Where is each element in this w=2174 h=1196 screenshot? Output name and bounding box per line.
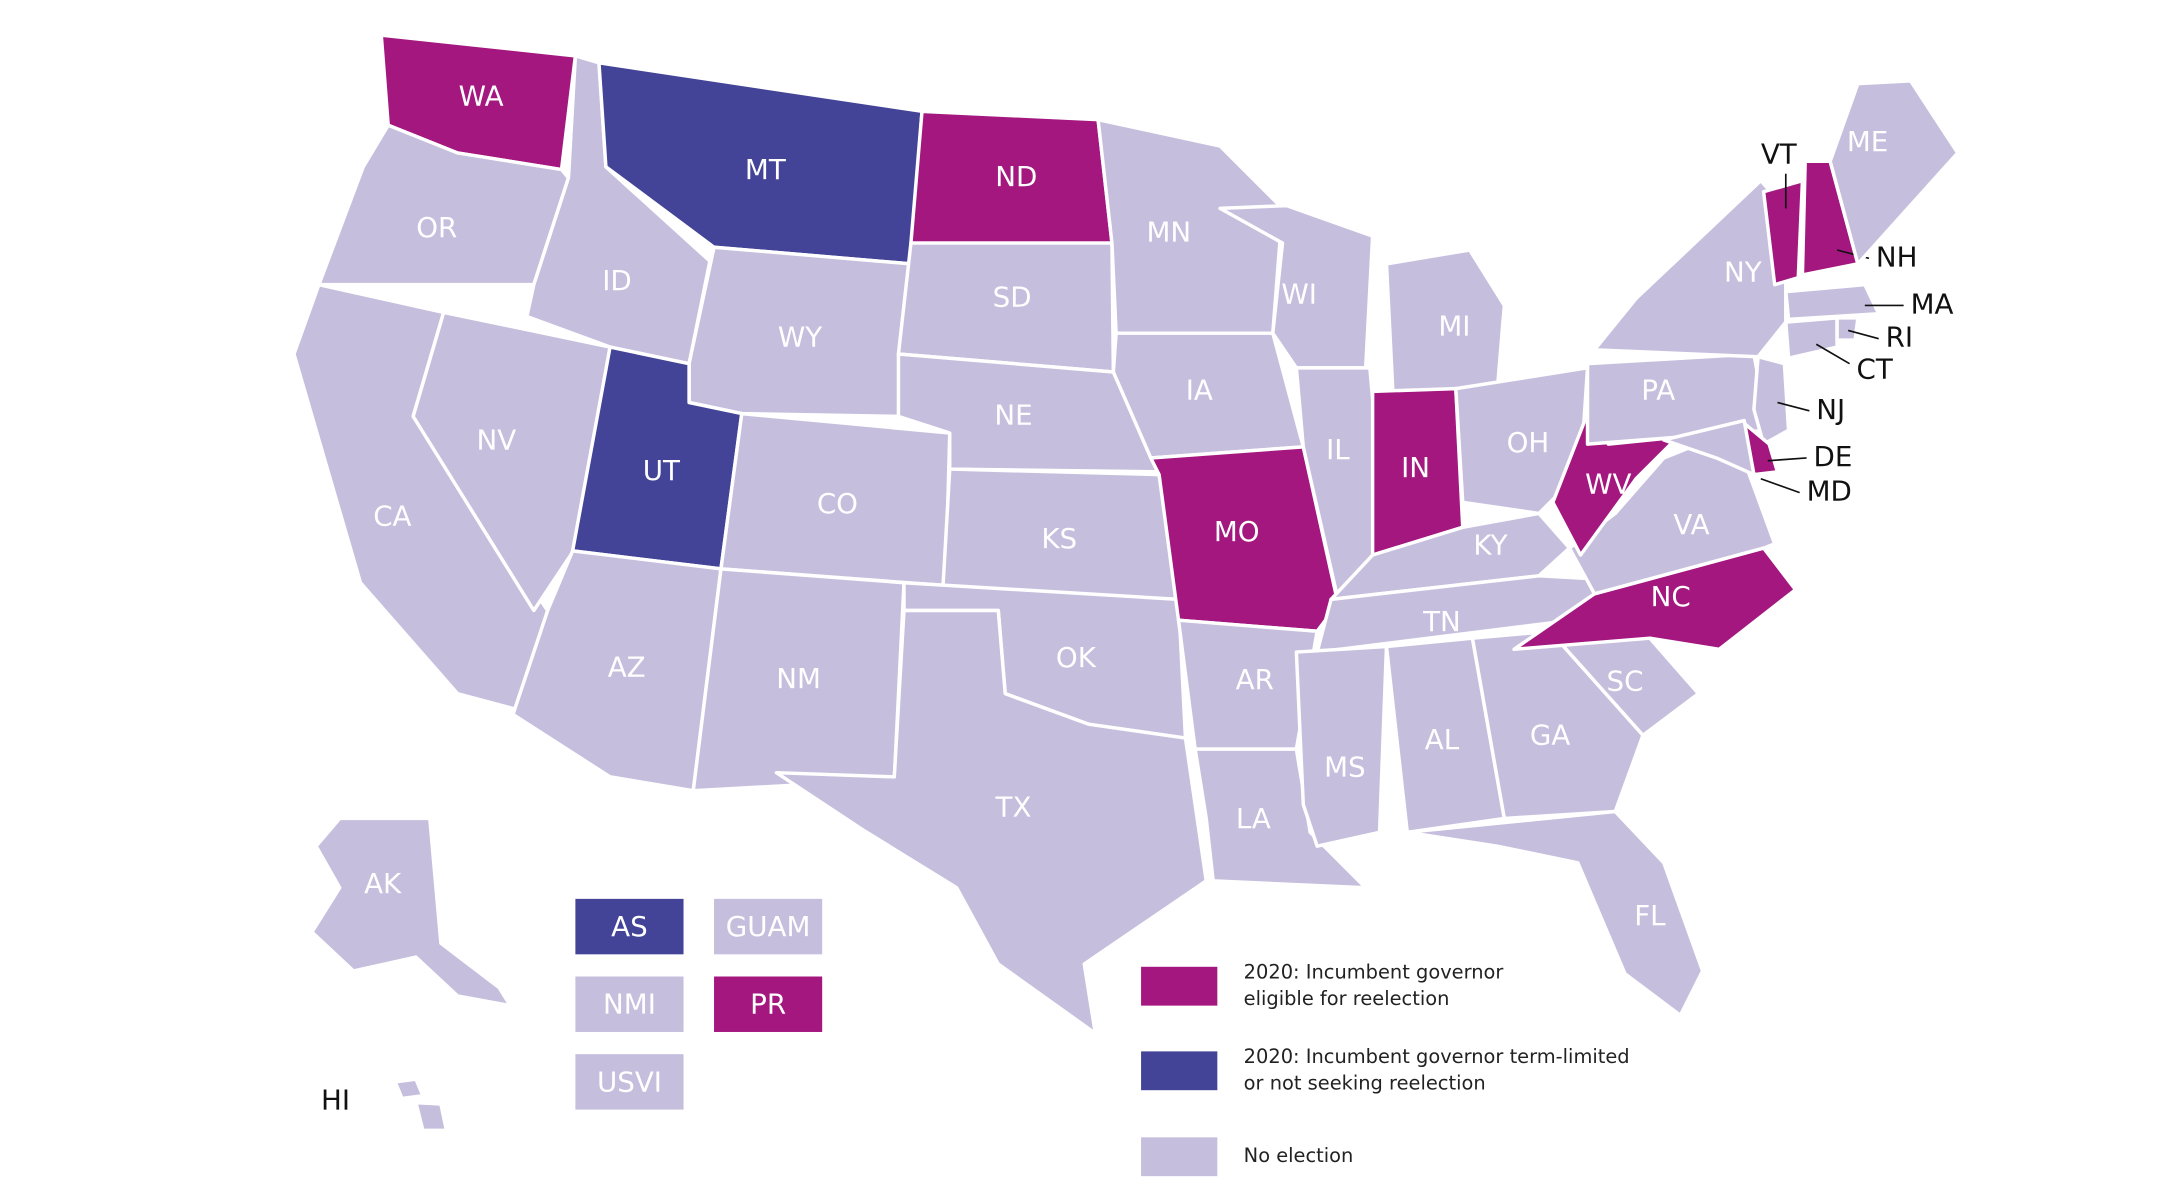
state-label: WV — [1585, 468, 1631, 501]
state-label: GA — [1530, 719, 1570, 752]
state-label: DE — [1814, 440, 1853, 473]
state-label: IN — [1401, 451, 1430, 484]
legend-swatch — [1141, 966, 1218, 1006]
state-label: IL — [1326, 433, 1350, 466]
state-label: MT — [745, 153, 787, 186]
state-label: ID — [602, 264, 632, 297]
state-label: NH — [1876, 240, 1918, 273]
state-shape — [411, 310, 612, 613]
territory-label: PR — [750, 988, 786, 1021]
state-label: NY — [1724, 256, 1762, 289]
state-shape — [774, 608, 1208, 1036]
state-shape — [1405, 809, 1705, 1018]
state-label: MN — [1146, 215, 1191, 248]
state-label: SC — [1606, 665, 1643, 698]
state-label: TX — [995, 791, 1032, 824]
state-label: RI — [1886, 321, 1913, 354]
state-label: WA — [459, 79, 504, 112]
state-label: ND — [995, 160, 1037, 193]
state-label: SD — [993, 281, 1032, 314]
state-label: NC — [1651, 580, 1691, 613]
state-label: ME — [1847, 125, 1888, 158]
legend-text: eligible for reelection — [1244, 987, 1450, 1010]
territory-label: USVI — [597, 1065, 662, 1098]
leader-line — [1760, 477, 1800, 494]
state-shape — [1761, 178, 1805, 287]
state-label: OR — [416, 211, 457, 244]
territory-box — [714, 898, 823, 955]
state-label: WY — [778, 321, 822, 354]
state-shape — [1752, 355, 1791, 446]
state-label: UT — [643, 454, 681, 487]
state-label: HI — [321, 1083, 350, 1116]
state-label: NJ — [1816, 393, 1845, 426]
leader-line — [1815, 343, 1850, 365]
state-label: WI — [1281, 278, 1317, 311]
state-shape — [414, 1100, 449, 1133]
leader-line — [1847, 329, 1879, 340]
state-label: LA — [1236, 802, 1271, 835]
territory-box — [714, 976, 823, 1032]
leader-line — [1767, 457, 1807, 462]
state-label: NV — [477, 423, 517, 456]
state-label: NE — [994, 398, 1032, 431]
territory-box — [575, 898, 684, 955]
state-label: CT — [1856, 353, 1893, 386]
state-shape — [1294, 644, 1389, 848]
state-shape — [1828, 79, 1960, 266]
state-shape — [1567, 428, 1777, 596]
state-shape — [1193, 747, 1368, 890]
state-label: AL — [1425, 723, 1460, 756]
state-shape — [310, 816, 512, 1008]
state-shape — [393, 1077, 425, 1101]
state-label: VA — [1673, 508, 1709, 541]
state-label: IA — [1186, 373, 1213, 406]
state-label: MA — [1911, 287, 1954, 320]
state-label: OH — [1507, 426, 1550, 459]
legend-text: or not seeking reelection — [1244, 1071, 1486, 1094]
state-label: MS — [1324, 751, 1366, 784]
state-label: PA — [1641, 373, 1675, 406]
legend-text: 2020: Incumbent governor term-limited — [1244, 1045, 1630, 1068]
state-label: MO — [1214, 515, 1260, 548]
state-label: KY — [1473, 529, 1507, 562]
state-label: CA — [373, 500, 411, 533]
legend-swatch — [1141, 1051, 1218, 1091]
state-label: AK — [364, 867, 402, 900]
state-shape — [1662, 418, 1756, 477]
state-label: CO — [817, 487, 858, 520]
territory-box — [575, 976, 684, 1032]
territory-label: AS — [611, 910, 648, 943]
state-label: FL — [1634, 899, 1666, 932]
state-label: MI — [1438, 310, 1470, 343]
legend-text: 2020: Incumbent governor — [1244, 961, 1504, 984]
legend-swatch — [1141, 1137, 1218, 1177]
state-label: NM — [776, 662, 821, 695]
territory-label: NMI — [603, 988, 656, 1021]
leader-line — [1777, 401, 1810, 412]
state-label: AZ — [608, 651, 646, 684]
state-label: MD — [1807, 475, 1852, 508]
state-label: AR — [1236, 663, 1274, 696]
territory-label: GUAM — [726, 910, 811, 943]
state-label: KS — [1041, 522, 1077, 555]
state-label: TN — [1422, 605, 1461, 638]
territory-box — [575, 1054, 684, 1110]
state-label: OK — [1056, 641, 1097, 674]
state-shape — [1784, 282, 1881, 322]
legend-text: No election — [1244, 1144, 1354, 1167]
state-label: VT — [1761, 138, 1798, 171]
state-shape — [1835, 316, 1860, 342]
